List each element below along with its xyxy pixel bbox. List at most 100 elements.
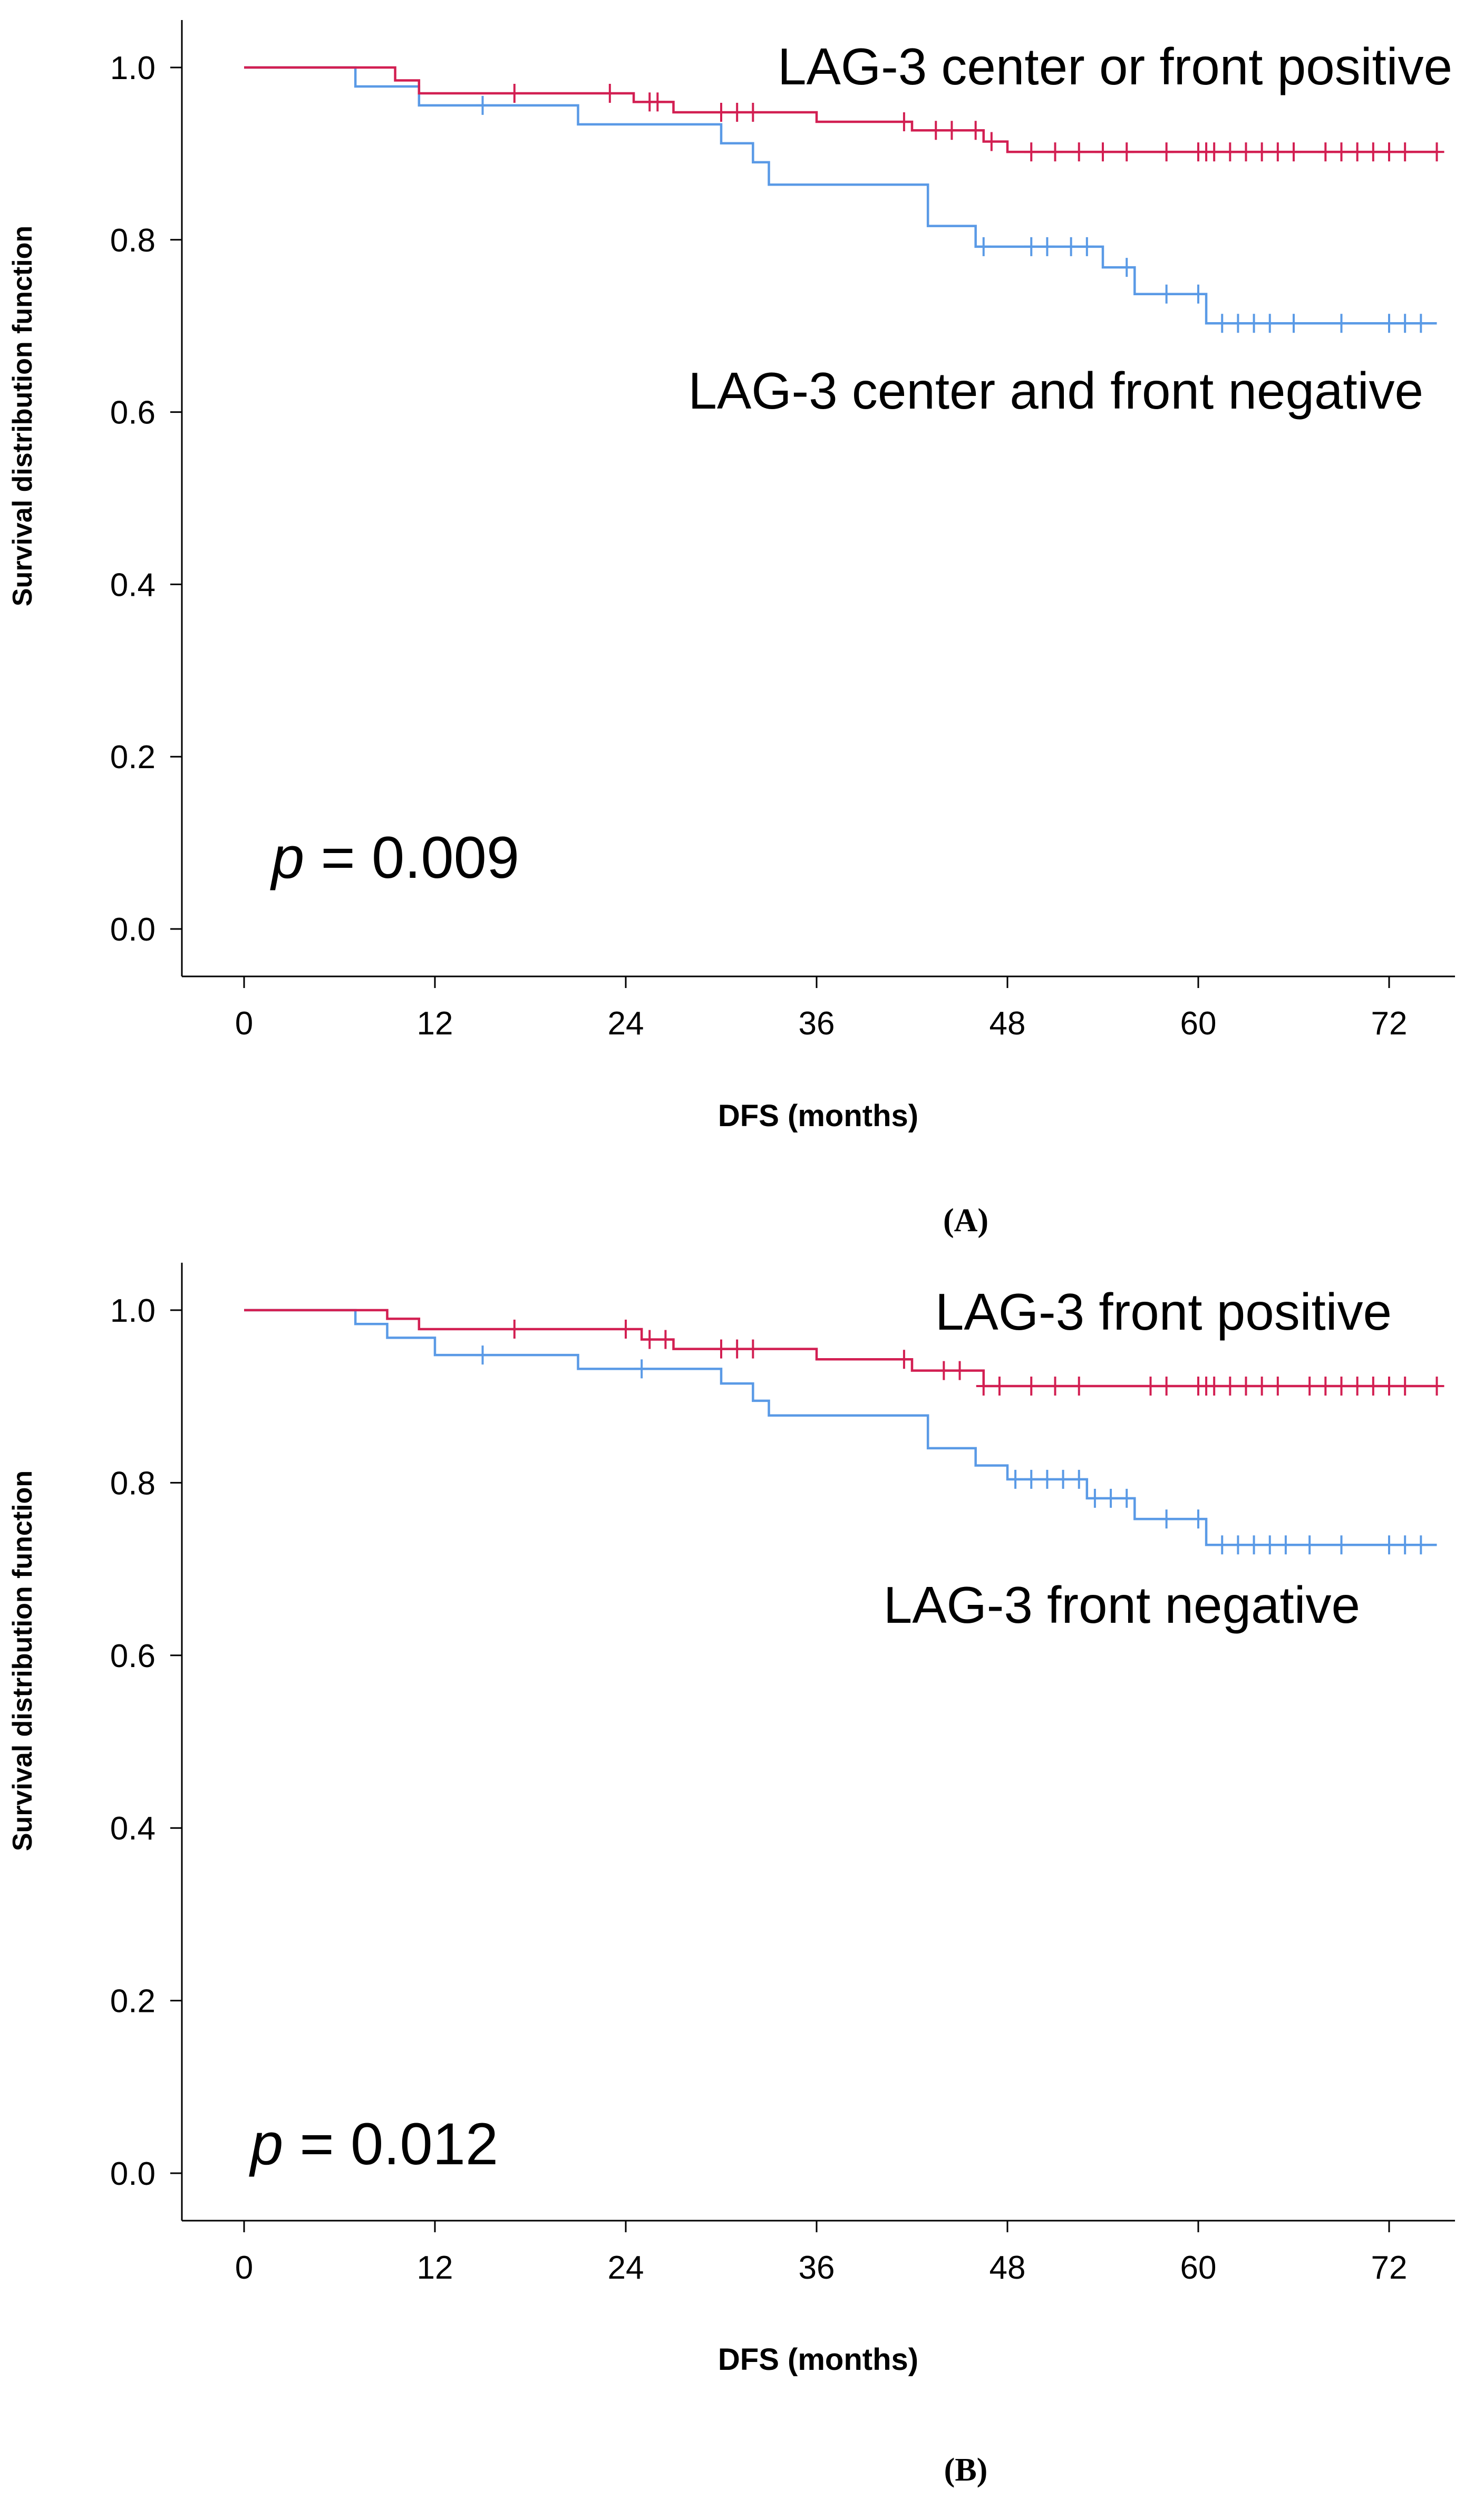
- censor-mark: [714, 102, 729, 122]
- censor-mark: [1254, 142, 1269, 162]
- y-tick-label: 0.2: [110, 1983, 156, 2020]
- censor-mark: [968, 121, 983, 140]
- panel-caption-a: (A): [943, 1203, 988, 1238]
- censor-mark: [1413, 314, 1429, 333]
- p-value: = 0.009: [304, 825, 519, 890]
- censor-mark: [1024, 142, 1039, 162]
- censor-mark: [1055, 1469, 1071, 1489]
- censor-mark: [1047, 1377, 1063, 1396]
- censor-mark: [896, 112, 911, 131]
- censor-mark: [658, 1330, 673, 1349]
- censor-mark: [618, 1320, 633, 1339]
- series-label-negative: LAG-3 center and front negative: [688, 362, 1423, 420]
- censor-mark: [1071, 1469, 1087, 1489]
- y-tick-label: 0.4: [110, 1810, 156, 1847]
- x-tick-label: 24: [608, 1005, 644, 1042]
- p-value: = 0.012: [283, 2111, 498, 2177]
- censor-mark: [1334, 1535, 1349, 1555]
- censor-mark: [1382, 142, 1396, 162]
- censor-mark: [714, 1339, 729, 1359]
- censor-mark: [1398, 1535, 1413, 1555]
- x-tick-label: 72: [1371, 1005, 1408, 1042]
- censor-mark: [1079, 237, 1094, 256]
- censor-mark: [650, 92, 665, 112]
- censor-mark: [1262, 1535, 1277, 1555]
- censor-mark: [1382, 314, 1396, 333]
- censor-mark: [1365, 142, 1381, 162]
- p-symbol: p: [270, 825, 304, 890]
- p-value-annotation: p = 0.012: [249, 2111, 498, 2177]
- y-axis-title: Survival distribution function: [7, 1470, 38, 1851]
- x-tick-label: 24: [608, 2250, 644, 2286]
- censor-mark: [1008, 1469, 1023, 1489]
- censor-mark: [1286, 142, 1301, 162]
- km-curve-negative: [244, 1309, 1437, 1546]
- censor-mark: [1024, 1377, 1039, 1396]
- censor-mark: [1223, 142, 1238, 162]
- censor-mark: [1398, 1377, 1413, 1396]
- censor-mark: [992, 1377, 1007, 1396]
- censor-mark: [1191, 1509, 1206, 1529]
- censor-mark: [1040, 237, 1055, 256]
- km-curve-negative: [244, 66, 1437, 325]
- censor-mark: [1063, 237, 1079, 256]
- x-tick-label: 12: [417, 2250, 453, 2286]
- censor-mark: [1191, 284, 1206, 304]
- censor-mark: [1040, 1469, 1055, 1489]
- censor-mark: [1047, 142, 1063, 162]
- censor-mark: [730, 1339, 745, 1359]
- censor-mark: [1119, 258, 1134, 277]
- censor-mark: [1350, 142, 1365, 162]
- censor-mark: [1159, 142, 1174, 162]
- censor-mark: [1103, 1488, 1119, 1508]
- censor-mark: [944, 121, 959, 140]
- censor-mark: [1119, 142, 1134, 162]
- censor-mark: [1429, 1377, 1444, 1396]
- censor-mark: [1159, 1509, 1174, 1529]
- censor-mark: [1382, 1377, 1396, 1396]
- censor-mark: [1278, 1535, 1293, 1555]
- x-tick-label: 0: [235, 2250, 253, 2286]
- censor-mark: [1254, 1377, 1269, 1396]
- censor-mark: [1429, 142, 1444, 162]
- curve-group: [244, 66, 1437, 325]
- censor-group: [475, 1320, 1444, 1555]
- censor-mark: [1302, 1535, 1317, 1555]
- censor-mark: [936, 1361, 952, 1380]
- censor-mark: [475, 1345, 490, 1365]
- p-value-annotation: p = 0.009: [270, 825, 519, 890]
- censor-mark: [1230, 1535, 1246, 1555]
- censor-mark: [1286, 314, 1301, 333]
- censor-mark: [896, 1350, 911, 1369]
- censor-mark: [507, 84, 522, 103]
- censor-mark: [984, 132, 999, 151]
- panel-a: 0 12 24 36 48 60 72 0.0 0.2 0.4 0.6 0.8 1.0 Survival…: [7, 20, 1455, 1238]
- y-tick-label: 0.6: [110, 395, 156, 431]
- censor-mark: [1223, 1377, 1238, 1396]
- censor-mark: [1262, 314, 1277, 333]
- censor-mark: [1119, 1488, 1134, 1508]
- censor-mark: [1270, 1377, 1285, 1396]
- panel-b: 0 12 24 36 48 60 72 0.0 0.2 0.4 0.6 0.8 1.0 Survival…: [7, 1263, 1455, 2488]
- y-tick-label: 0.8: [110, 1465, 156, 1502]
- censor-mark: [634, 1359, 649, 1379]
- x-tick-label: 60: [1180, 2250, 1217, 2286]
- censor-mark: [745, 102, 761, 122]
- censor-mark: [1207, 1377, 1222, 1396]
- x-tick-label: 0: [235, 1005, 253, 1042]
- censor-mark: [642, 1330, 657, 1349]
- censor-mark: [1143, 1377, 1158, 1396]
- series-label-negative: LAG-3 front negative: [884, 1576, 1360, 1634]
- censor-mark: [1024, 237, 1039, 256]
- y-axis-title: Survival distribution function: [7, 226, 38, 606]
- x-tick-label: 36: [799, 2250, 835, 2286]
- censor-mark: [1334, 1377, 1349, 1396]
- censor-mark: [1334, 314, 1349, 333]
- censor-mark: [1095, 142, 1110, 162]
- censor-mark: [1350, 1377, 1365, 1396]
- curve-group: [244, 1309, 1437, 1546]
- censor-mark: [1215, 1535, 1230, 1555]
- censor-mark: [1334, 142, 1349, 162]
- censor-mark: [1270, 142, 1285, 162]
- censor-mark: [976, 237, 991, 256]
